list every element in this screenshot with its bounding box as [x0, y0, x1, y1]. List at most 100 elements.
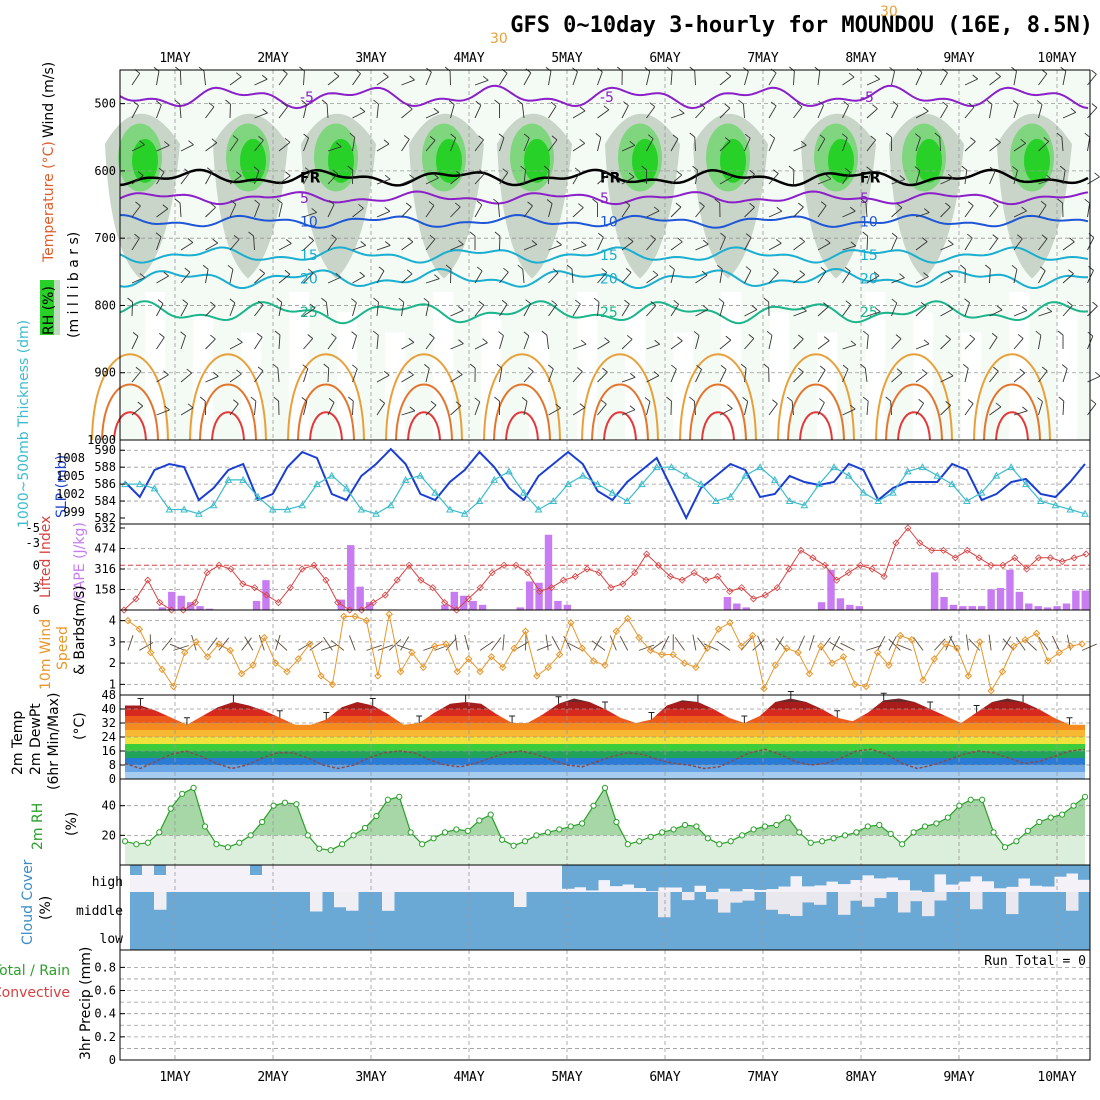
- wind-barb: [621, 105, 629, 119]
- thickness-marker: [460, 509, 469, 517]
- wind-barb-flag: [379, 398, 385, 404]
- wind10-marker: [1078, 640, 1086, 648]
- warm-contour-outer: [679, 353, 757, 441]
- wind-barb-flag: [494, 231, 501, 237]
- cape-bar: [996, 587, 1005, 610]
- wind-barb-flag: [494, 396, 500, 402]
- temp-band: [125, 772, 1085, 779]
- rh-shade-high: [720, 138, 746, 183]
- warm-contour-outer: [483, 353, 561, 441]
- wind-barb-flag: [551, 300, 557, 305]
- cloud-high-block: [598, 865, 611, 881]
- wind-barb-flag: [457, 370, 463, 375]
- rh-label: RH (%): [41, 286, 57, 335]
- cloud-high-block: [562, 865, 575, 889]
- wind-barb-flag: [725, 335, 732, 341]
- wind10-marker: [828, 659, 836, 667]
- wind-barb: [1062, 273, 1074, 284]
- wind-barb-flag: [276, 297, 283, 303]
- wind10-marker: [408, 648, 416, 657]
- wind-barb-flag: [458, 240, 464, 245]
- wind-barb: [156, 208, 169, 218]
- thickness-marker: [564, 480, 572, 488]
- wind-barb: [229, 239, 240, 251]
- wind-barb-flag: [309, 303, 316, 309]
- wind10-barb: [1051, 635, 1060, 651]
- wind-barb: [254, 139, 264, 152]
- wind-barb: [989, 205, 999, 218]
- wind-barb-flag: [127, 297, 133, 303]
- wind-barb-flag: [724, 137, 731, 142]
- lifted-marker: [144, 576, 152, 584]
- wind-barb: [572, 110, 586, 119]
- rh2m-marker: [876, 821, 883, 829]
- wind-barb-flag: [850, 241, 857, 247]
- wind-barb-flag: [469, 231, 476, 237]
- lifted-tick-label: 6: [33, 603, 40, 617]
- wind10-marker: [237, 670, 246, 678]
- wind-barb-flag: [689, 396, 695, 402]
- wind-barb-flag: [139, 140, 145, 146]
- wind-barb: [303, 240, 315, 251]
- cape-bar: [450, 591, 459, 610]
- wind-barb: [768, 173, 779, 185]
- cloud-gap: [682, 892, 695, 901]
- wind-barb-flag: [751, 305, 758, 310]
- wind-barb-flag: [899, 175, 906, 180]
- wind-barb-flag: [1017, 334, 1024, 339]
- wind-barb-flag: [525, 68, 532, 74]
- wind-barb: [744, 270, 752, 284]
- wind-barb: [1013, 170, 1018, 185]
- wind-barb: [376, 335, 379, 350]
- wind-barb: [719, 107, 731, 119]
- y-tick-label: 158: [94, 583, 116, 597]
- lifted-marker: [856, 561, 864, 569]
- wind-barb-flag: [740, 363, 747, 369]
- y-tick-label: 40: [102, 702, 116, 716]
- wind-barb: [327, 337, 337, 350]
- wind-barb-flag: [1056, 132, 1063, 138]
- cloud-high-block: [730, 865, 743, 892]
- wind-barb-flag: [824, 238, 831, 244]
- wind-barb-flag: [256, 332, 263, 338]
- wind10-marker: [635, 633, 643, 642]
- wind-barb: [572, 207, 584, 218]
- lifted-marker: [749, 595, 758, 603]
- wind-barb: [572, 71, 578, 86]
- contour-label: -5: [860, 90, 874, 106]
- wind-barb: [499, 368, 503, 383]
- wind-barb-flag: [996, 305, 1003, 311]
- cloud-high-block: [610, 865, 623, 887]
- cape-bar: [723, 597, 732, 610]
- wind-barb: [695, 243, 709, 251]
- wind-barb: [1038, 238, 1048, 251]
- wind-barb: [376, 245, 391, 251]
- lifted-index-label: Lifted Index: [38, 516, 54, 598]
- wind-barb-flag: [1043, 137, 1050, 142]
- wind-barb-flag: [423, 364, 430, 369]
- lifted-marker: [286, 584, 294, 592]
- wind-barb-flag: [187, 238, 194, 243]
- wind-barb: [254, 203, 260, 218]
- wind10-marker: [669, 650, 677, 659]
- wind-barb: [646, 305, 657, 317]
- date-label-bottom: 3MAY: [355, 1070, 386, 1085]
- wind-barb-flag: [498, 331, 504, 336]
- wind-barb-flag: [742, 397, 748, 402]
- wind-barb-flag: [1046, 174, 1052, 180]
- contour-label: 10: [600, 214, 618, 230]
- wind-barb: [522, 269, 525, 284]
- wind-barb-flag: [923, 339, 930, 345]
- rh2m-marker: [887, 830, 894, 837]
- thickness-marker: [977, 488, 986, 496]
- wind-barb-flag: [749, 169, 755, 175]
- wind-barb-flag: [429, 135, 436, 141]
- wind-barb-flag: [454, 202, 461, 208]
- thickness-marker: [135, 480, 144, 488]
- wind10-marker: [737, 642, 745, 650]
- wind-barb-flag: [718, 298, 725, 303]
- thickness-marker: [519, 488, 528, 496]
- wind-barb-flag: [1041, 234, 1048, 240]
- wind-barb: [670, 269, 675, 284]
